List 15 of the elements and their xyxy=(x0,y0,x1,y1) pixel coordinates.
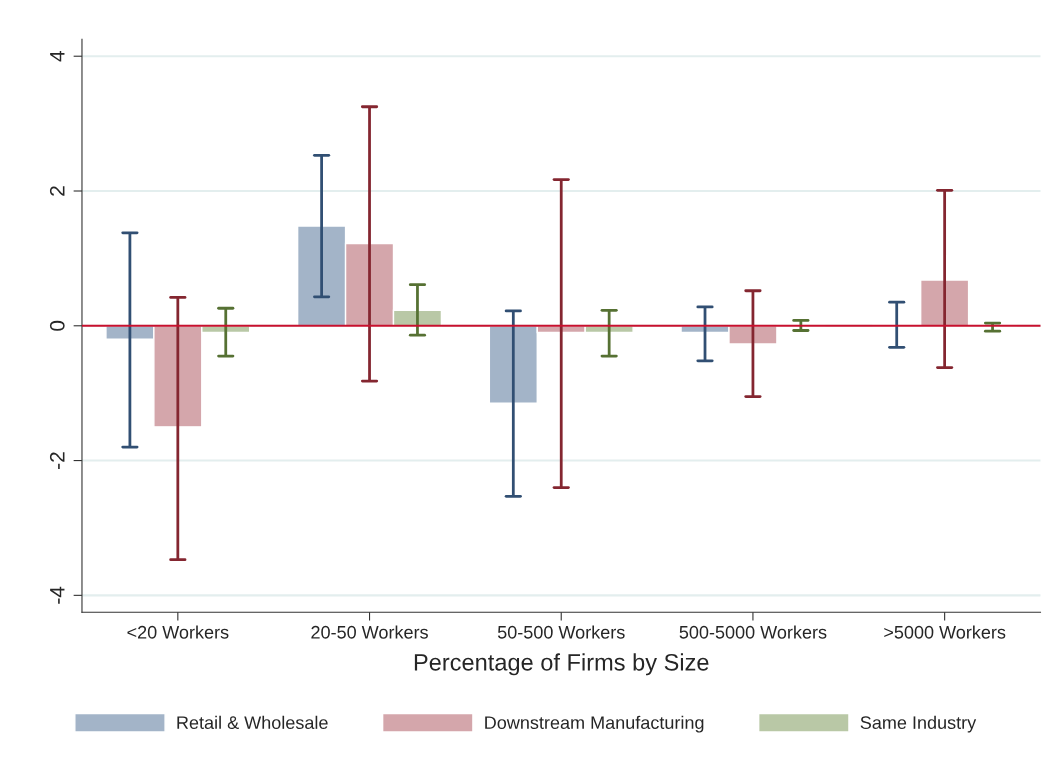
bar xyxy=(919,279,970,327)
legend-label: Retail & Wholesale xyxy=(177,715,328,730)
x-tick-label: 50-500 Workers xyxy=(497,625,625,639)
y-tick-label: 0 xyxy=(49,320,65,331)
x-tick-label: <20 Workers xyxy=(127,625,229,639)
x-tick-label: >5000 Workers xyxy=(884,625,1006,639)
x-tick-label: 20-50 Workers xyxy=(311,625,428,639)
x-tick-label: 500-5000 Workers xyxy=(679,625,827,639)
x-axis-title: Percentage of Firms by Size xyxy=(414,653,709,676)
legend-label: Downstream Manufacturing xyxy=(485,715,704,733)
y-tick-label: 2 xyxy=(49,186,65,196)
y-tick-label: 4 xyxy=(50,51,65,62)
y-tick-label: -4 xyxy=(50,586,65,604)
legend-label: Same Industry xyxy=(860,715,977,733)
y-tick-label: -2 xyxy=(49,452,65,469)
